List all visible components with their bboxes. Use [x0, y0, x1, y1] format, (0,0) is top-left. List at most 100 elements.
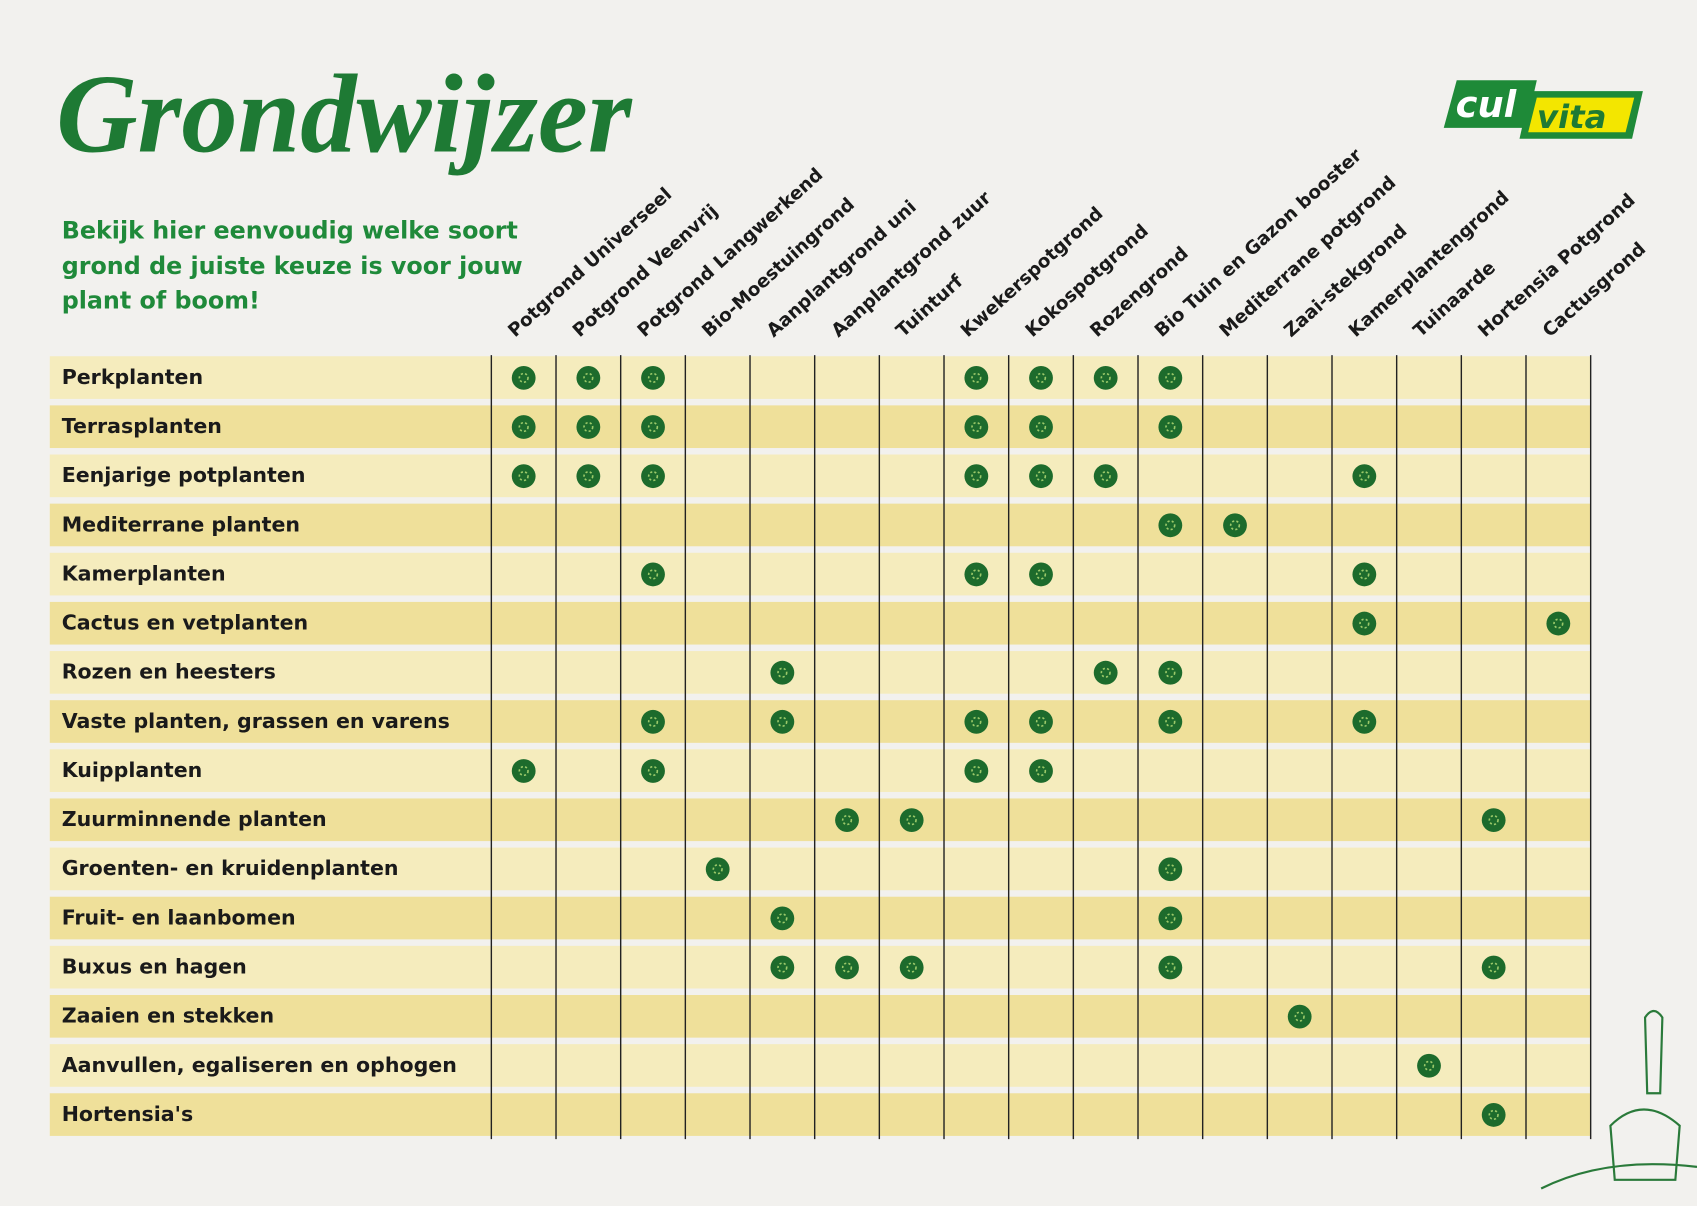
- dot-mark: [1035, 372, 1047, 384]
- dot-mark: [1165, 667, 1176, 678]
- dot-body: [1481, 808, 1506, 833]
- dot-mark: [971, 421, 982, 433]
- dot-mark: [1165, 962, 1176, 973]
- dot-mark: [518, 471, 529, 482]
- check-dot: [1158, 955, 1183, 980]
- dot-body: [964, 709, 989, 734]
- check-dot: [511, 759, 536, 783]
- dot-mark: [1100, 667, 1111, 678]
- check-dot: [1158, 415, 1183, 439]
- dot-mark: [971, 765, 982, 777]
- dot-mark: [583, 421, 594, 433]
- row-label: Fruit- en laanbomen: [62, 905, 296, 929]
- check-dot: [1093, 660, 1118, 685]
- dot-body: [1352, 464, 1377, 489]
- check-dot: [835, 808, 859, 833]
- dot-mark: [1165, 372, 1176, 384]
- subtitle-line: plant of boom!: [62, 287, 260, 315]
- dot-body: [964, 464, 989, 489]
- dot-mark: [1423, 1060, 1435, 1071]
- table-row: [49, 552, 1591, 596]
- dot-mark: [971, 372, 982, 384]
- check-dot: [1158, 857, 1183, 882]
- table-row: [49, 798, 1591, 842]
- trowel-illustration: [1540, 1009, 1697, 1190]
- dot-body: [835, 808, 859, 833]
- dot-body: [511, 415, 536, 439]
- dot-body: [1158, 660, 1183, 685]
- check-dot: [770, 906, 795, 931]
- dot-mark: [1359, 471, 1370, 482]
- dot-mark: [1100, 471, 1111, 482]
- dot-body: [1223, 513, 1247, 538]
- dot-body: [1481, 1103, 1506, 1127]
- table-row: [49, 994, 1591, 1038]
- dot-body: [1029, 709, 1053, 734]
- dot-mark: [971, 716, 982, 727]
- logo-yellow: [1528, 97, 1635, 133]
- check-dot: [964, 759, 989, 783]
- row-label: Buxus en hagen: [62, 955, 247, 979]
- check-dot: [1481, 955, 1506, 980]
- dot-body: [1352, 709, 1377, 734]
- dot-body: [1158, 857, 1183, 882]
- check-dot: [576, 464, 601, 489]
- check-dot: [641, 562, 665, 587]
- table-row: [49, 405, 1591, 449]
- row-label: Kamerplanten: [62, 561, 226, 585]
- check-dot: [964, 562, 989, 587]
- dot-mark: [1165, 716, 1176, 727]
- check-dot: [899, 955, 924, 980]
- dot-mark: [1165, 913, 1176, 924]
- check-dot: [1158, 660, 1183, 685]
- dot-body: [1481, 955, 1506, 980]
- dot-body: [576, 464, 601, 489]
- dot-mark: [777, 716, 788, 727]
- row-label: Perkplanten: [62, 365, 203, 389]
- dot-mark: [647, 569, 659, 580]
- logo-text: vita: [1537, 98, 1607, 136]
- dot-body: [1029, 759, 1053, 783]
- row-label: Hortensia's: [62, 1102, 194, 1126]
- table-row: [49, 700, 1591, 743]
- dot-body: [1093, 365, 1118, 390]
- dot-body: [1352, 562, 1377, 587]
- dot-body: [1352, 611, 1377, 636]
- check-dot: [641, 464, 665, 489]
- check-dot: [964, 415, 989, 439]
- check-dot: [1029, 365, 1053, 390]
- dot-mark: [1359, 569, 1370, 580]
- dot-body: [1287, 1004, 1312, 1029]
- dot-mark: [647, 765, 659, 777]
- logo-green: [1443, 80, 1537, 128]
- table-row: [49, 847, 1591, 891]
- row-label: Kuipplanten: [62, 758, 203, 782]
- subtitle-line: grond de juiste keuze is voor jouw: [62, 252, 523, 280]
- check-dot: [1158, 513, 1183, 538]
- dot-mark: [1359, 618, 1370, 629]
- check-dot: [1029, 562, 1053, 587]
- dot-mark: [1035, 765, 1047, 777]
- dot-mark: [1165, 520, 1176, 531]
- dot-mark: [971, 471, 982, 482]
- dot-mark: [1165, 864, 1176, 875]
- dot-body: [1158, 415, 1183, 439]
- table-row: [49, 601, 1591, 645]
- row-label: Zuurminnende planten: [62, 807, 327, 831]
- dot-body: [1158, 709, 1183, 734]
- row-label: Groenten- en kruidenplanten: [62, 856, 399, 880]
- dot-body: [770, 709, 795, 734]
- dot-mark: [1294, 1011, 1305, 1022]
- dot-mark: [1035, 716, 1047, 727]
- check-dot: [1223, 513, 1247, 538]
- dot-body: [641, 709, 665, 734]
- dot-body: [1093, 464, 1118, 489]
- row-label: Mediterrane planten: [62, 512, 300, 536]
- check-dot: [1352, 709, 1377, 734]
- subtitle-line: Bekijk hier eenvoudig welke soort: [62, 216, 518, 244]
- check-dot: [1417, 1053, 1441, 1078]
- dot-mark: [777, 667, 788, 678]
- logo: cul vita: [1443, 80, 1643, 139]
- dot-mark: [583, 372, 594, 384]
